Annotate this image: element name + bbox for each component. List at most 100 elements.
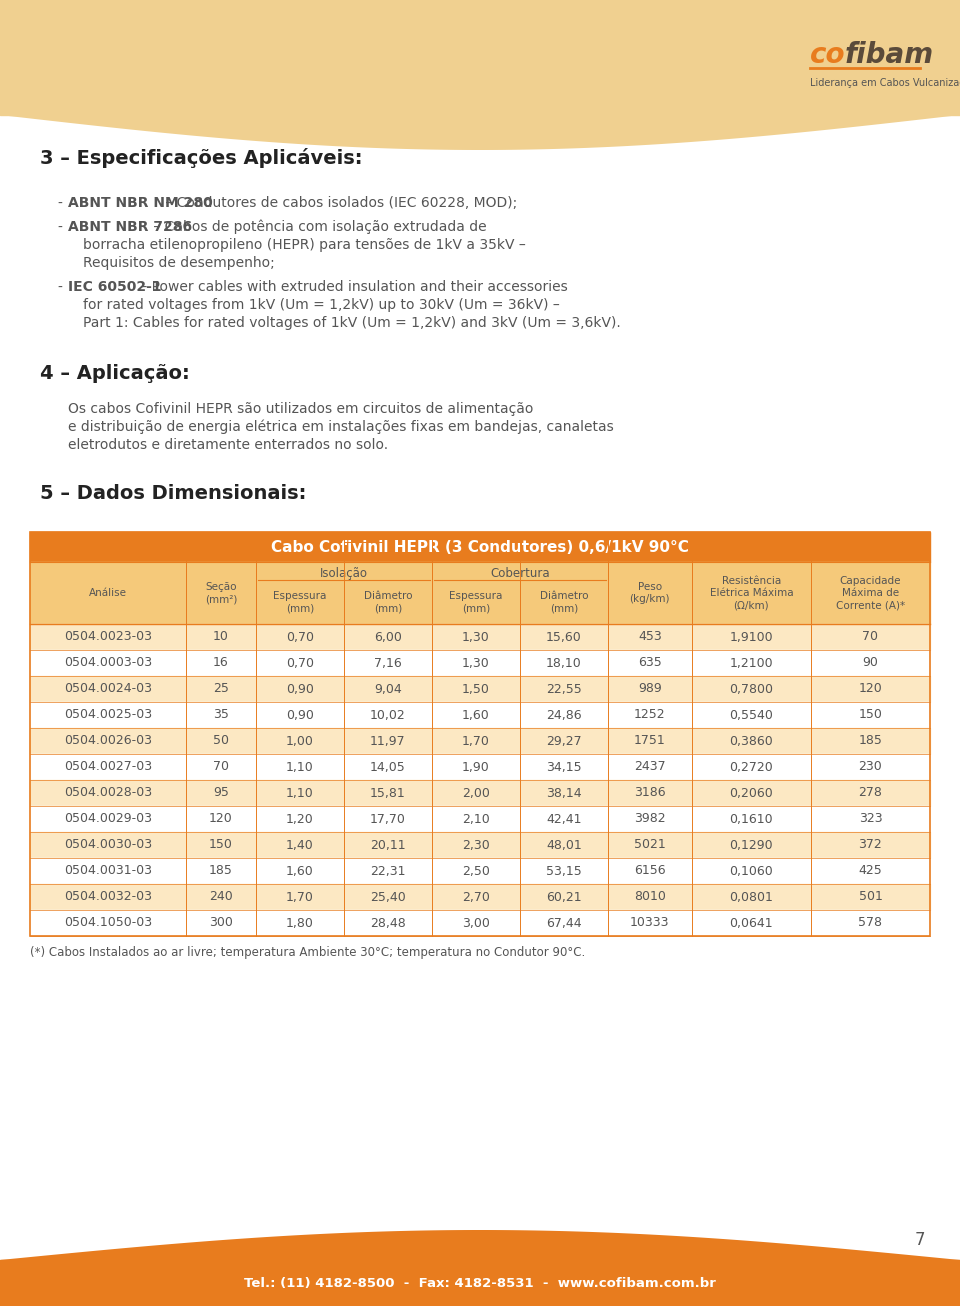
Text: 29,27: 29,27 bbox=[546, 734, 582, 747]
Text: 1,70: 1,70 bbox=[286, 891, 314, 904]
Text: 1,60: 1,60 bbox=[286, 865, 314, 878]
Text: Cobertura: Cobertura bbox=[491, 567, 550, 580]
Text: 7,16: 7,16 bbox=[374, 657, 402, 670]
Text: 1,90: 1,90 bbox=[462, 760, 490, 773]
Text: 635: 635 bbox=[638, 657, 661, 670]
Text: co: co bbox=[810, 40, 846, 69]
Text: 20,11: 20,11 bbox=[371, 838, 406, 852]
Text: 10,02: 10,02 bbox=[371, 708, 406, 721]
Text: 50: 50 bbox=[213, 734, 228, 747]
Text: 578: 578 bbox=[858, 917, 882, 930]
Bar bbox=[30, 532, 930, 562]
Text: Diâmetro
(mm): Diâmetro (mm) bbox=[540, 590, 588, 614]
Bar bbox=[0, 0, 960, 115]
Text: 1,70: 1,70 bbox=[462, 734, 490, 747]
Text: 7: 7 bbox=[915, 1232, 925, 1249]
Bar bbox=[30, 754, 930, 780]
Text: 4 – Aplicação:: 4 – Aplicação: bbox=[40, 364, 190, 383]
Text: 0,3860: 0,3860 bbox=[730, 734, 773, 747]
Text: 1,10: 1,10 bbox=[286, 760, 314, 773]
Text: 1,00: 1,00 bbox=[286, 734, 314, 747]
Text: 0504.0026-03: 0504.0026-03 bbox=[63, 734, 152, 747]
Text: -: - bbox=[58, 196, 67, 210]
Text: 0,7800: 0,7800 bbox=[730, 683, 774, 696]
Text: 0,0641: 0,0641 bbox=[730, 917, 773, 930]
Text: 0,5540: 0,5540 bbox=[730, 708, 774, 721]
Text: Part 1: Cables for rated voltages of 1kV (Um = 1,2kV) and 3kV (Um = 3,6kV).: Part 1: Cables for rated voltages of 1kV… bbox=[83, 316, 621, 330]
Text: 90: 90 bbox=[862, 657, 878, 670]
Bar bbox=[30, 858, 930, 884]
Text: Espessura
(mm): Espessura (mm) bbox=[274, 590, 326, 614]
Text: 1,30: 1,30 bbox=[462, 631, 490, 644]
Text: for rated voltages from 1kV (Um = 1,2kV) up to 30kV (Um = 36kV) –: for rated voltages from 1kV (Um = 1,2kV)… bbox=[83, 298, 560, 312]
Text: 70: 70 bbox=[862, 631, 878, 644]
Text: ABNT NBR 7286: ABNT NBR 7286 bbox=[68, 219, 192, 234]
Text: 67,44: 67,44 bbox=[546, 917, 582, 930]
Text: 0,70: 0,70 bbox=[286, 631, 314, 644]
Text: 0504.1050-03: 0504.1050-03 bbox=[63, 917, 152, 930]
Text: 0,2720: 0,2720 bbox=[730, 760, 773, 773]
Bar bbox=[30, 624, 930, 650]
Text: 22,31: 22,31 bbox=[371, 865, 406, 878]
Text: 1,80: 1,80 bbox=[286, 917, 314, 930]
Text: 1751: 1751 bbox=[634, 734, 665, 747]
Text: 0504.0031-03: 0504.0031-03 bbox=[63, 865, 152, 878]
Text: 6156: 6156 bbox=[634, 865, 665, 878]
Text: -: - bbox=[58, 219, 67, 234]
Text: 185: 185 bbox=[858, 734, 882, 747]
Text: 0,70: 0,70 bbox=[286, 657, 314, 670]
Text: 1,10: 1,10 bbox=[286, 786, 314, 799]
Text: 0504.0032-03: 0504.0032-03 bbox=[63, 891, 152, 904]
Text: Resistência
Elétrica Máxima
(Ω/km): Resistência Elétrica Máxima (Ω/km) bbox=[709, 576, 793, 610]
Text: 10: 10 bbox=[213, 631, 228, 644]
Text: – Power cables with extruded insulation and their accessories: – Power cables with extruded insulation … bbox=[136, 279, 568, 294]
Text: 0504.0024-03: 0504.0024-03 bbox=[63, 683, 152, 696]
Text: 18,10: 18,10 bbox=[546, 657, 582, 670]
Text: 2,00: 2,00 bbox=[462, 786, 490, 799]
Text: 2437: 2437 bbox=[634, 760, 665, 773]
Bar bbox=[0, 1260, 960, 1306]
Text: 2,50: 2,50 bbox=[462, 865, 490, 878]
Text: 0,90: 0,90 bbox=[286, 683, 314, 696]
Text: Espessura
(mm): Espessura (mm) bbox=[449, 590, 503, 614]
Text: 42,41: 42,41 bbox=[546, 812, 582, 825]
Text: 1,60: 1,60 bbox=[462, 708, 490, 721]
Text: 1,30: 1,30 bbox=[462, 657, 490, 670]
Text: 11,97: 11,97 bbox=[371, 734, 406, 747]
Text: 2,30: 2,30 bbox=[462, 838, 490, 852]
Text: 1,2100: 1,2100 bbox=[730, 657, 773, 670]
Bar bbox=[30, 780, 930, 806]
Text: 3,00: 3,00 bbox=[462, 917, 490, 930]
Text: Capacidade
Máxima de
Corrente (A)*: Capacidade Máxima de Corrente (A)* bbox=[836, 576, 905, 610]
Text: 0504.0028-03: 0504.0028-03 bbox=[63, 786, 152, 799]
Text: fibam: fibam bbox=[845, 40, 934, 69]
Text: 0504.0025-03: 0504.0025-03 bbox=[63, 708, 152, 721]
Text: 0504.0027-03: 0504.0027-03 bbox=[63, 760, 152, 773]
Text: Análise: Análise bbox=[89, 588, 127, 598]
Bar bbox=[30, 884, 930, 910]
Text: 25,40: 25,40 bbox=[371, 891, 406, 904]
Text: 10333: 10333 bbox=[630, 917, 669, 930]
Text: Requisitos de desempenho;: Requisitos de desempenho; bbox=[83, 256, 275, 270]
Bar bbox=[30, 650, 930, 677]
Text: e distribuição de energia elétrica em instalações fixas em bandejas, canaletas: e distribuição de energia elétrica em in… bbox=[68, 421, 613, 435]
Text: 989: 989 bbox=[638, 683, 661, 696]
Text: 0504.0023-03: 0504.0023-03 bbox=[63, 631, 152, 644]
Text: 5 – Dados Dimensionais:: 5 – Dados Dimensionais: bbox=[40, 485, 306, 503]
Text: 9,04: 9,04 bbox=[374, 683, 402, 696]
Text: IEC 60502-1: IEC 60502-1 bbox=[68, 279, 161, 294]
Bar bbox=[30, 910, 930, 936]
Bar bbox=[30, 703, 930, 727]
Text: 453: 453 bbox=[638, 631, 661, 644]
Text: Cabo Cofivinil HEPR (3 Condutores) 0,6/1kV 90°C: Cabo Cofivinil HEPR (3 Condutores) 0,6/1… bbox=[271, 539, 689, 555]
Text: 0,2060: 0,2060 bbox=[730, 786, 773, 799]
Text: – Condutores de cabos isolados (IEC 60228, MOD);: – Condutores de cabos isolados (IEC 6022… bbox=[161, 196, 517, 210]
Text: 0504.0030-03: 0504.0030-03 bbox=[63, 838, 152, 852]
Text: 15,81: 15,81 bbox=[371, 786, 406, 799]
Text: 372: 372 bbox=[858, 838, 882, 852]
Text: 0,1610: 0,1610 bbox=[730, 812, 773, 825]
Text: 22,55: 22,55 bbox=[546, 683, 582, 696]
Text: – Cabos de potência com isolação extrudada de: – Cabos de potência com isolação extruda… bbox=[149, 219, 486, 235]
Text: 28,48: 28,48 bbox=[371, 917, 406, 930]
Text: 0,1060: 0,1060 bbox=[730, 865, 773, 878]
